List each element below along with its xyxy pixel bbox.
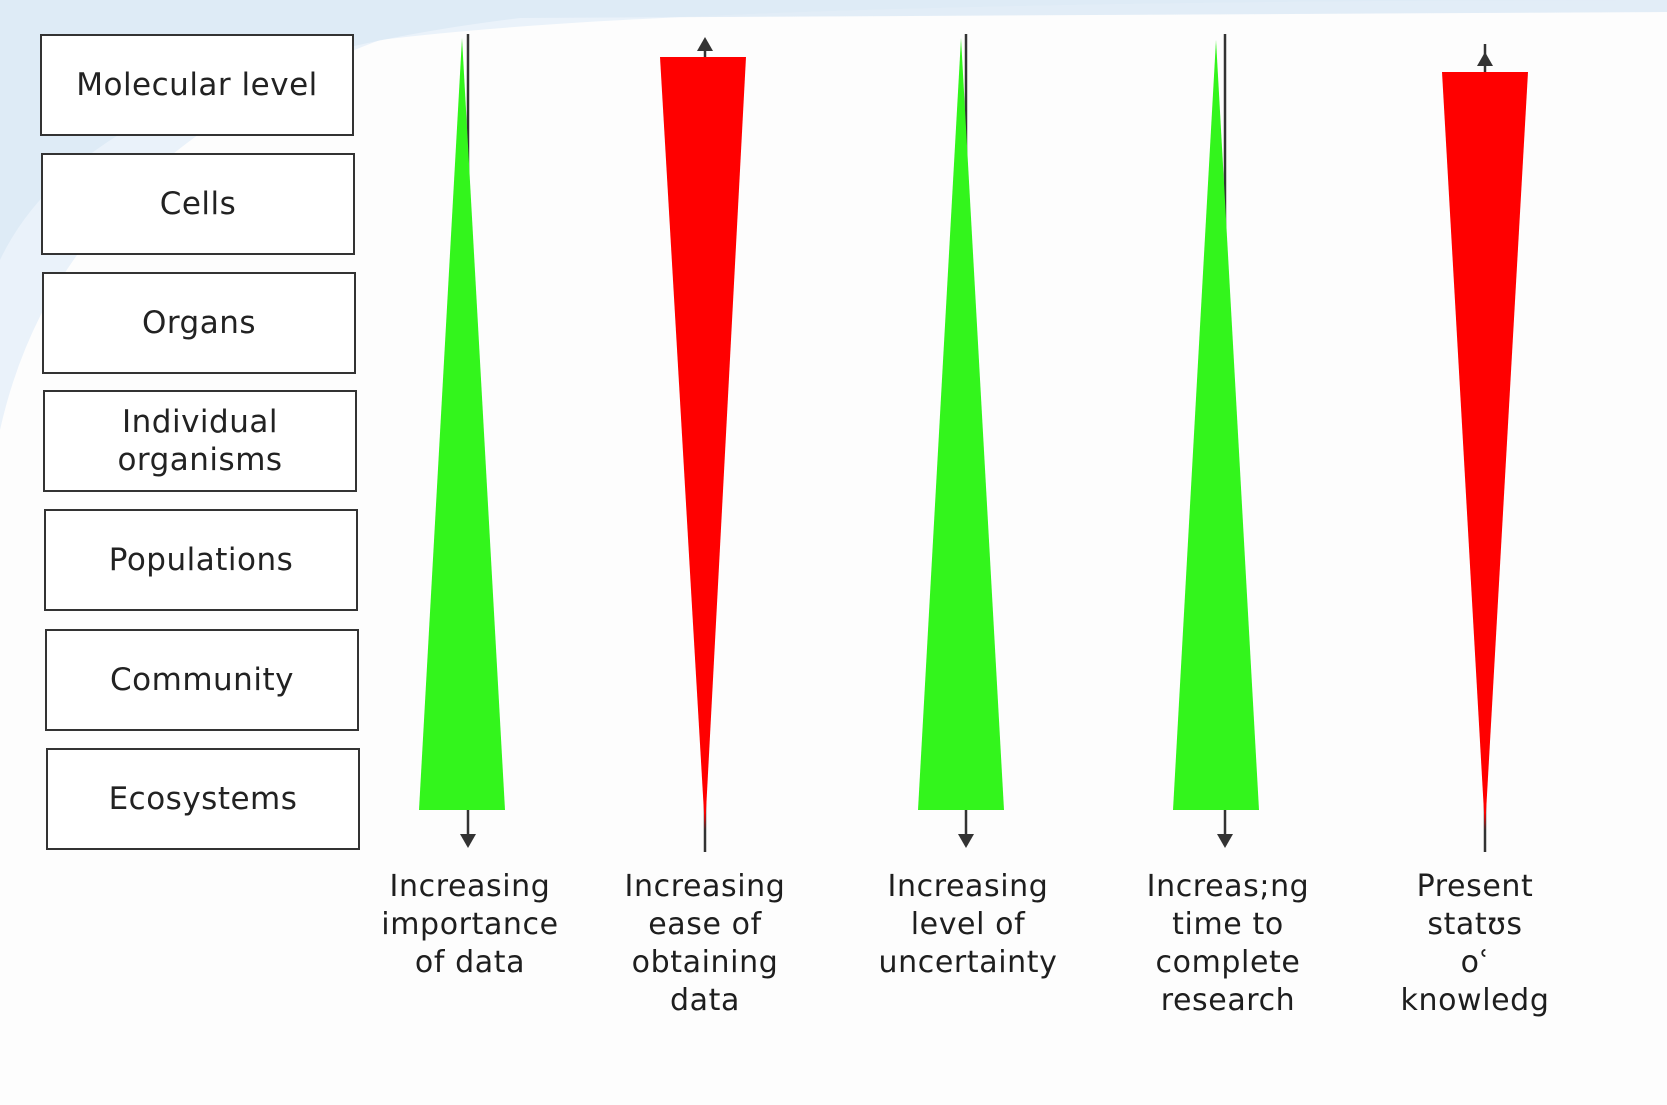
level-box-organs: Organs <box>42 272 356 374</box>
level-label: Individual organisms <box>117 404 283 478</box>
level-box-ecosystems: Ecosystems <box>46 748 360 850</box>
indicator-caption: Increasing importance of data <box>360 868 580 982</box>
caption-line: of data <box>414 945 526 980</box>
level-box-individual-organisms: Individual organisms <box>43 390 357 492</box>
caption-line: Increasing <box>887 869 1049 904</box>
indicator-caption: Increasing level of uncertainty <box>858 868 1078 982</box>
decreasing-wedge <box>660 57 746 830</box>
caption-line: Increasing <box>624 869 786 904</box>
level-box-community: Community <box>45 629 359 731</box>
level-label: Ecosystems <box>108 781 298 817</box>
level-label: Cells <box>159 186 237 222</box>
caption-line: level of <box>910 907 1026 942</box>
caption-line: time to <box>1172 907 1284 942</box>
caption-line: Increasing <box>389 869 551 904</box>
caption-line: complete <box>1155 945 1301 980</box>
caption-line: research <box>1160 983 1296 1018</box>
increasing-wedge <box>419 38 505 810</box>
caption-line: importance <box>381 907 559 942</box>
caption-line: oʿ <box>1460 945 1490 980</box>
indicator-caption: Increas;ng time to complete research <box>1118 868 1338 1020</box>
caption-line: Present <box>1416 869 1534 904</box>
indicator-caption: Present statʊs oʿ knowledg <box>1365 868 1585 1020</box>
level-box-cells: Cells <box>41 153 355 255</box>
caption-line: knowledg <box>1400 983 1550 1018</box>
caption-line: uncertainty <box>878 945 1058 980</box>
caption-line: Increas;ng <box>1146 869 1310 904</box>
caption-line: statʊs <box>1427 907 1523 942</box>
caption-line: obtaining <box>631 945 779 980</box>
decreasing-wedge <box>1442 72 1528 830</box>
caption-line: ease of <box>648 907 762 942</box>
indicator-caption: Increasing ease of obtaining data <box>595 868 815 1020</box>
increasing-wedge <box>918 38 1004 810</box>
level-box-molecular: Molecular level <box>40 34 354 136</box>
caption-line: data <box>670 983 740 1018</box>
arrow-up-icon <box>697 37 713 51</box>
arrow-down-icon <box>1217 834 1233 848</box>
increasing-wedge <box>1173 40 1259 810</box>
level-box-populations: Populations <box>44 509 358 611</box>
level-label: Community <box>110 662 294 698</box>
arrow-down-icon <box>460 834 476 848</box>
level-label: Populations <box>108 542 294 578</box>
level-label: Molecular level <box>76 67 318 103</box>
arrow-down-icon <box>958 834 974 848</box>
arrow-up-icon <box>1477 52 1493 66</box>
level-label: Organs <box>141 305 257 341</box>
